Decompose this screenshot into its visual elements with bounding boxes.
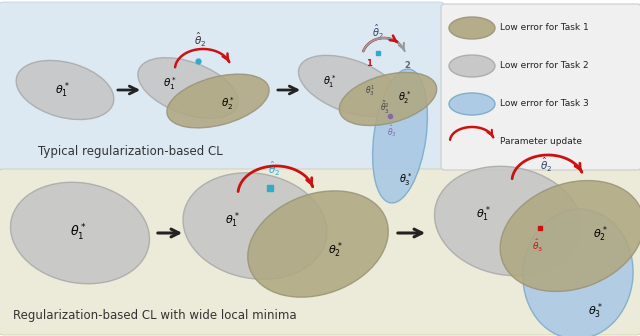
- Ellipse shape: [339, 73, 436, 126]
- Text: Regularization-based CL with wide local minima: Regularization-based CL with wide local …: [13, 309, 297, 323]
- Text: $\hat{\theta}_2$: $\hat{\theta}_2$: [194, 31, 206, 49]
- Text: $\tilde{\theta}_3^2$: $\tilde{\theta}_3^2$: [380, 100, 390, 116]
- Ellipse shape: [183, 173, 327, 279]
- Text: Low error for Task 3: Low error for Task 3: [500, 99, 589, 109]
- Ellipse shape: [449, 93, 495, 115]
- Ellipse shape: [298, 55, 401, 117]
- Text: $\theta_1^*$: $\theta_1^*$: [323, 74, 337, 90]
- Text: 2: 2: [404, 61, 410, 70]
- Text: $\theta_2^*$: $\theta_2^*$: [221, 96, 235, 113]
- Text: $\theta_1^*$: $\theta_1^*$: [70, 223, 86, 243]
- Text: $\theta_2^*$: $\theta_2^*$: [398, 90, 412, 107]
- Ellipse shape: [248, 191, 388, 297]
- Text: $\theta_1^*$: $\theta_1^*$: [163, 76, 177, 92]
- Text: $\hat{\theta}_2$: $\hat{\theta}_2$: [268, 160, 280, 178]
- Text: $\theta_1^*$: $\theta_1^*$: [54, 80, 69, 100]
- FancyBboxPatch shape: [0, 169, 640, 335]
- Text: Typical regularization-based CL: Typical regularization-based CL: [38, 145, 222, 159]
- Text: $\hat{\theta}_3$: $\hat{\theta}_3$: [532, 238, 543, 254]
- Ellipse shape: [138, 58, 238, 118]
- FancyBboxPatch shape: [441, 4, 640, 170]
- Text: $\theta_3^*$: $\theta_3^*$: [588, 301, 602, 321]
- Ellipse shape: [16, 60, 114, 120]
- Text: Parameter update: Parameter update: [500, 136, 582, 145]
- Text: 1: 1: [366, 59, 372, 68]
- Ellipse shape: [372, 69, 428, 203]
- Ellipse shape: [10, 182, 150, 284]
- Text: $\theta_2^*$: $\theta_2^*$: [593, 224, 607, 244]
- Text: $\theta_2^*$: $\theta_2^*$: [328, 240, 342, 260]
- Text: Low error for Task 2: Low error for Task 2: [500, 61, 589, 71]
- FancyBboxPatch shape: [0, 2, 444, 170]
- Text: $\theta_1^*$: $\theta_1^*$: [476, 204, 490, 224]
- Ellipse shape: [500, 180, 640, 291]
- Text: Low error for Task 1: Low error for Task 1: [500, 24, 589, 33]
- Text: $\theta_3^1$: $\theta_3^1$: [365, 84, 375, 98]
- Text: $\hat{\theta}_3$: $\hat{\theta}_3$: [387, 123, 397, 139]
- Ellipse shape: [435, 166, 582, 276]
- Text: $\hat{\theta}_2$: $\hat{\theta}_2$: [372, 23, 384, 41]
- Text: $\theta_1^*$: $\theta_1^*$: [225, 210, 239, 230]
- Text: $\theta_3^*$: $\theta_3^*$: [399, 172, 413, 188]
- Ellipse shape: [167, 74, 269, 128]
- Ellipse shape: [449, 55, 495, 77]
- Ellipse shape: [449, 17, 495, 39]
- Text: $\hat{\theta}_2$: $\hat{\theta}_2$: [540, 156, 552, 174]
- Ellipse shape: [523, 209, 633, 336]
